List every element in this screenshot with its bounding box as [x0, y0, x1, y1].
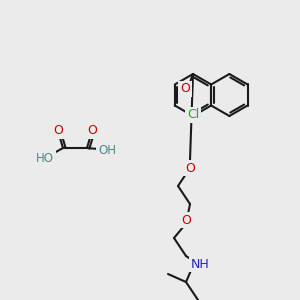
Text: O: O: [185, 161, 195, 175]
Text: O: O: [53, 124, 63, 137]
Text: O: O: [87, 124, 97, 137]
Text: O: O: [180, 82, 190, 95]
Text: OH: OH: [98, 143, 116, 157]
Text: NH: NH: [190, 257, 209, 271]
Text: HO: HO: [36, 152, 54, 164]
Text: O: O: [181, 214, 191, 226]
Text: Cl: Cl: [187, 109, 199, 122]
